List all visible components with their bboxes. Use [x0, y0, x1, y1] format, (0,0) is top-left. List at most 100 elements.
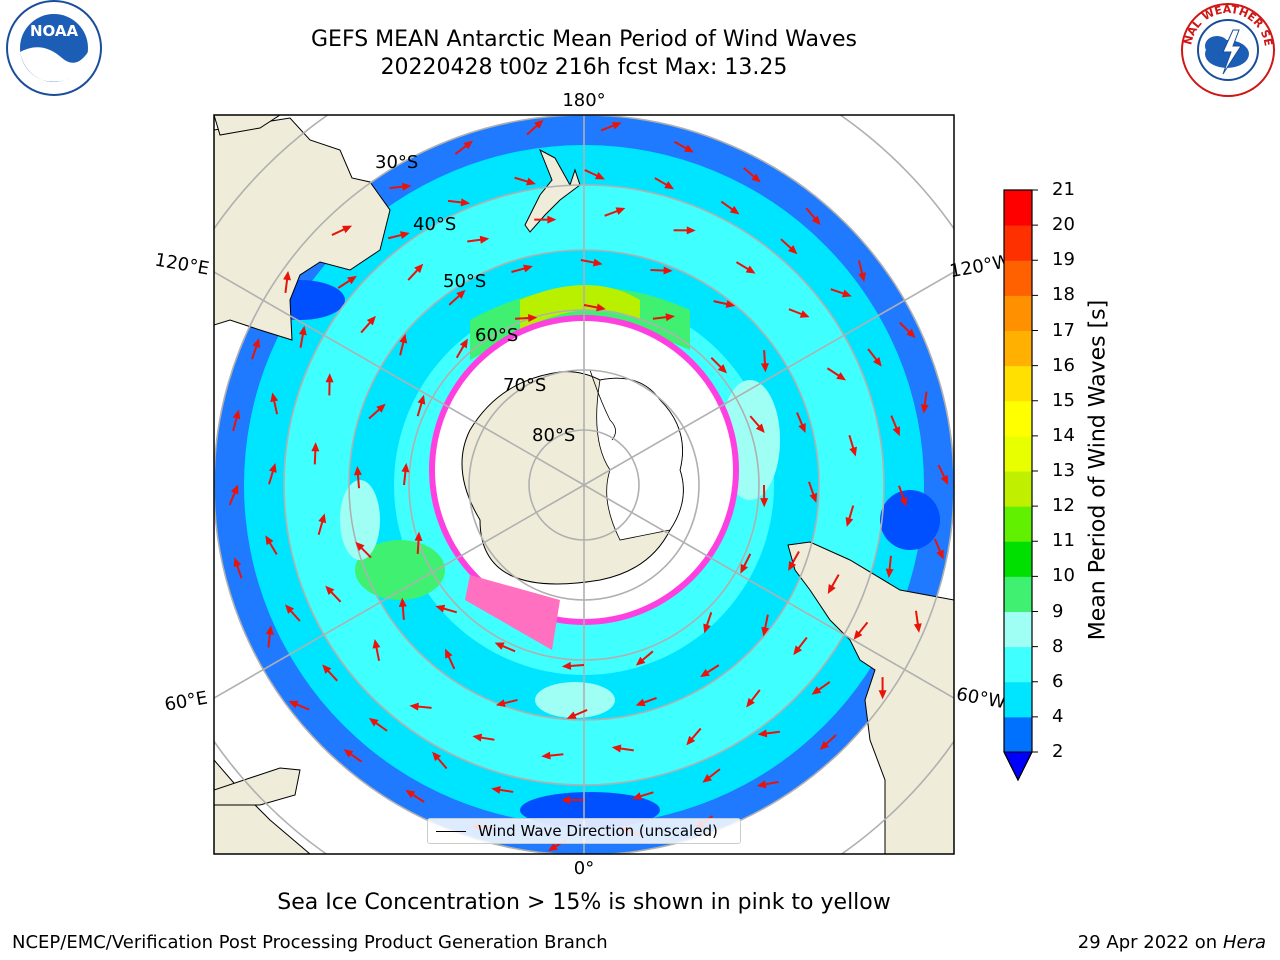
wind-wave-arrow-head	[841, 289, 852, 298]
wind-wave-arrow-head	[523, 264, 533, 273]
wind-wave-arrow-head	[534, 119, 544, 129]
wind-wave-arrow-head	[405, 789, 416, 799]
wind-wave-arrow-head	[799, 310, 810, 318]
wind-wave-arrow-head	[746, 697, 755, 708]
wind-wave-arrow-head	[495, 699, 506, 707]
wind-wave-arrow-head	[400, 231, 410, 240]
wind-wave-arrow-head	[233, 557, 242, 568]
lon-label-0: 0°	[574, 858, 594, 879]
colorbar-extend-min	[1003, 751, 1033, 782]
wind-wave-arrow-head	[885, 568, 894, 578]
wind-wave-arrow-head	[491, 785, 501, 794]
colorbar-tick-label: 9	[1052, 600, 1064, 622]
wind-wave-arrow-head	[853, 630, 863, 640]
wind-wave-arrow-head	[252, 338, 261, 349]
wind-wave-arrow-head	[745, 265, 756, 274]
colorbar-swatch	[1004, 365, 1032, 402]
wind-wave-arrow-head	[596, 303, 606, 312]
wind-wave-arrow-head	[432, 751, 442, 762]
wind-wave-arrow-head	[809, 492, 818, 503]
chart-subtitle: 20220428 t00z 216h fcst Max: 13.25	[380, 55, 788, 80]
wind-wave-arrow-head	[760, 498, 769, 508]
colorbar-tick-label: 19	[1052, 249, 1075, 271]
wind-wave-arrow-head	[906, 328, 916, 338]
colorbar-swatch	[1004, 611, 1032, 648]
wind-wave-arrow-head	[761, 626, 770, 637]
wind-wave-arrow-head	[729, 205, 740, 215]
wind-wave-arrow-head	[541, 751, 551, 760]
wind-wave-arrow-head	[343, 749, 354, 758]
colorbar-tick-label: 15	[1052, 389, 1075, 411]
wind-wave-arrow-head	[463, 140, 474, 150]
latitude-labels: 30°S 40°S 50°S 60°S 70°S 80°S	[375, 152, 575, 446]
wind-wave-arrow-head	[353, 466, 362, 476]
wind-wave-arrow-head	[285, 604, 295, 614]
colorbar-frame	[1003, 189, 1033, 782]
credit-branch: NCEP/EMC/Verification Post Processing Pr…	[12, 932, 608, 953]
wind-wave-arrow-head	[756, 780, 767, 789]
colorbar-tick-label: 8	[1052, 635, 1064, 657]
wind-wave-arrow-head	[787, 245, 798, 255]
new-zealand-landmass	[524, 148, 581, 233]
colorbar-swatch	[1004, 471, 1032, 507]
wind-wave-arrow-head	[318, 513, 327, 524]
wind-wave-arrow-head	[265, 535, 274, 546]
colorbar-tick-label: 13	[1052, 460, 1075, 481]
wind-wave-arrow-head	[265, 625, 274, 635]
colorbar-tick-label: 17	[1052, 319, 1075, 341]
wind-wave-arrow-head	[811, 686, 822, 695]
wind-wave-arrow-head	[873, 356, 882, 367]
wind-wave-arrow-head	[459, 338, 468, 349]
wind-wave-arrow-head	[445, 648, 453, 659]
wind-wave-arrow-head	[460, 198, 471, 207]
wind-wave-arrow-head	[417, 394, 426, 405]
colorbar-swatch	[1004, 330, 1032, 367]
wind-wave-arrows	[228, 119, 949, 852]
wind-wave-arrow-head	[399, 333, 408, 344]
wind-wave-arrow-head	[409, 702, 419, 711]
colorbar-tick-label: 20	[1052, 214, 1075, 236]
wind-wave-arrow-head	[686, 226, 696, 235]
wind-wave-arrow-head	[827, 584, 836, 594]
colorbar-tick-label: 10	[1052, 565, 1075, 587]
wind-wave-arrow-head	[793, 645, 802, 656]
legend-line-sample	[436, 831, 466, 832]
wind-wave-arrow-head	[561, 661, 572, 670]
colorbar-tick-label: 6	[1052, 670, 1064, 692]
colorbar-swatch	[1004, 506, 1032, 542]
colorbar-swatch	[1004, 295, 1032, 331]
colorbar-tick-label: 21	[1052, 179, 1075, 200]
legend-label: Wind Wave Direction (unscaled)	[478, 822, 718, 840]
wind-wave-arrow-head	[414, 531, 423, 542]
wind-wave-arrow-head	[325, 585, 335, 595]
wind-wave-arrow-head	[725, 300, 736, 308]
wind-wave-arrow-head	[717, 364, 728, 374]
wind-wave-arrow-head	[940, 474, 949, 485]
wind-wave-arrow-head	[528, 313, 538, 322]
wind-wave-arrow-head	[401, 462, 410, 473]
colorbar-tick-label: 12	[1052, 495, 1075, 517]
nws-logo-icon: NATIONAL WEATHER SERVICE	[1177, 0, 1275, 97]
map-legend: Wind Wave Direction (unscaled)	[427, 818, 741, 844]
wind-wave-arrow-head	[858, 272, 866, 283]
lon-label-60w: 60°W	[955, 684, 1008, 713]
wind-wave-arrow-head	[635, 698, 646, 707]
wind-wave-arrow-head	[740, 563, 748, 574]
wind-wave-arrow-head	[594, 171, 605, 180]
wind-wave-arrow-head	[665, 313, 675, 322]
lon-label-180: 180°	[562, 90, 605, 111]
colorbar-tick-label: 11	[1052, 530, 1075, 552]
wind-wave-arrow-head	[372, 638, 381, 649]
wind-wave-arrow-head	[899, 496, 908, 507]
colorbar-swatch	[1004, 225, 1032, 261]
wind-wave-arrow-head	[703, 623, 711, 634]
wind-wave-arrow-head	[322, 664, 332, 674]
wind-wave-arrow-head	[547, 842, 558, 852]
wind-wave-arrow-head	[664, 181, 675, 190]
wind-wave-arrow-head	[368, 717, 379, 727]
colorbar-swatch	[1004, 400, 1032, 437]
lon-label-120e: 120°E	[153, 249, 211, 279]
wind-wave-arrow-head	[702, 773, 713, 783]
colorbar-swatch	[1004, 681, 1032, 718]
